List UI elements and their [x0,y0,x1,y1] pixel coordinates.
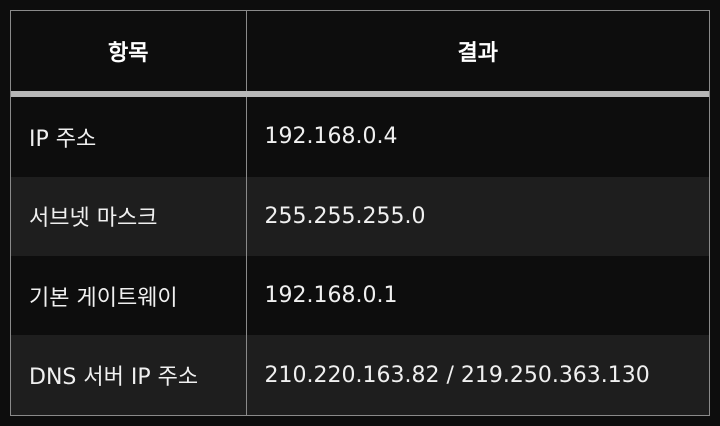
row-label: 기본 게이트웨이 [11,255,247,336]
column-header-result: 결과 [246,11,709,97]
row-value: 192.168.0.1 [246,255,709,336]
network-info-table-frame: 항목 결과 IP 주소 192.168.0.4 서브넷 마스크 255.255.… [10,10,710,416]
row-label: DNS 서버 IP 주소 [11,335,247,415]
row-value: 192.168.0.4 [246,94,709,177]
table-row: DNS 서버 IP 주소 210.220.163.82 / 219.250.36… [11,335,709,415]
table-row: 서브넷 마스크 255.255.255.0 [11,176,709,256]
table-row: 기본 게이트웨이 192.168.0.1 [11,255,709,336]
row-value: 210.220.163.82 / 219.250.363.130 [246,335,709,415]
column-header-item: 항목 [11,11,247,97]
row-label: 서브넷 마스크 [11,176,247,256]
row-label: IP 주소 [11,94,247,177]
network-info-table: 항목 결과 IP 주소 192.168.0.4 서브넷 마스크 255.255.… [11,11,709,415]
table-row: IP 주소 192.168.0.4 [11,94,709,177]
row-value: 255.255.255.0 [246,176,709,256]
table-header-row: 항목 결과 [11,11,709,97]
